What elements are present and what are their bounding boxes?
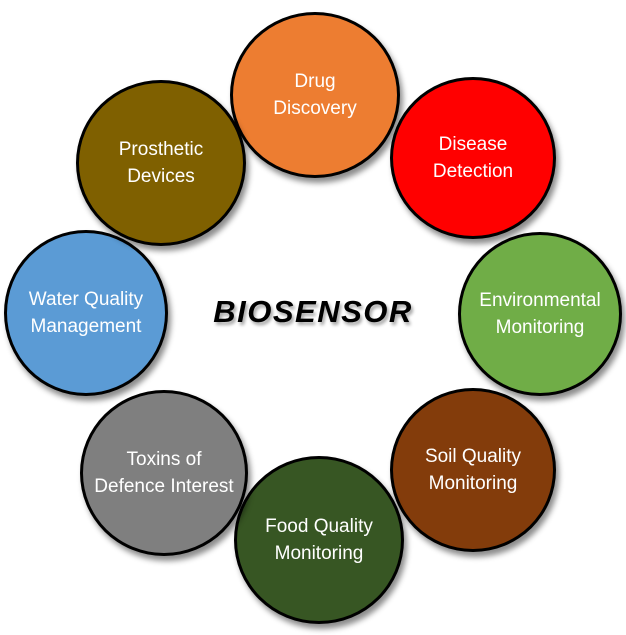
bubble-soil-quality-monitoring: Soil Quality Monitoring <box>390 388 556 552</box>
bubble-water-quality-management: Water Quality Management <box>4 230 168 396</box>
bubble-food-quality-monitoring: Food Quality Monitoring <box>234 456 404 624</box>
bubble-label: Water Quality Management <box>28 289 144 337</box>
bubble-drug-discovery: Drug Discovery <box>230 12 400 178</box>
bubble-label: Disease Detection <box>432 134 514 182</box>
bubble-environmental-monitoring: Environmental Monitoring <box>458 232 622 396</box>
bubble-label: Food Quality Monitoring <box>265 516 373 564</box>
bubble-label: Prosthetic Devices <box>118 139 204 187</box>
bubble-prosthetic-devices: Prosthetic Devices <box>76 80 246 246</box>
bubble-label: Drug Discovery <box>273 71 357 119</box>
bubble-label: Soil Quality Monitoring <box>424 446 522 494</box>
bubble-disease-detection: Disease Detection <box>390 77 556 239</box>
bubble-label: Toxins of Defence Interest <box>94 449 234 497</box>
bubble-toxins-of-defence-interest: Toxins of Defence Interest <box>80 390 248 556</box>
bubble-label: Environmental Monitoring <box>479 290 601 338</box>
center-title: BIOSENSOR <box>213 294 413 329</box>
